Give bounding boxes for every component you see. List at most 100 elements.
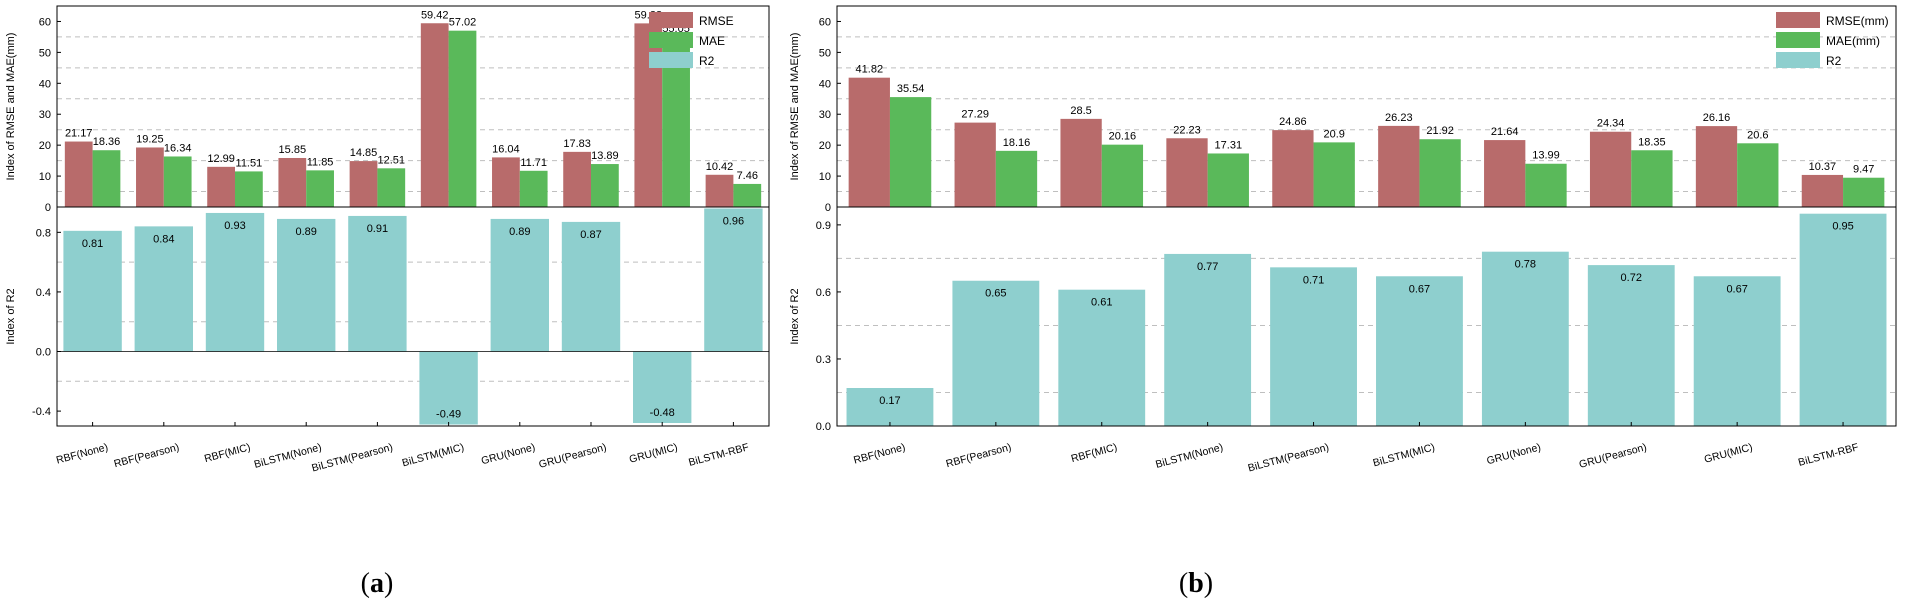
data-label: 10.42: [706, 161, 734, 173]
data-label: 0.72: [1621, 272, 1642, 284]
legend-swatch: [1776, 12, 1820, 28]
rmse-bar: [349, 161, 378, 207]
legend-label: RMSE: [699, 14, 734, 28]
mae-bar: [448, 30, 477, 207]
rmse-bar: [1166, 138, 1208, 207]
r2-bar: [1058, 289, 1146, 426]
y-tick-label: 0.3: [816, 354, 831, 366]
legend-swatch: [649, 32, 693, 48]
data-label: 0.89: [295, 226, 316, 238]
rmse-bar: [207, 166, 235, 207]
mae-bar: [235, 171, 263, 207]
data-label: 10.37: [1809, 161, 1837, 173]
category-label: BiLSTM-RBF: [687, 441, 750, 469]
rmse-bar: [705, 174, 734, 207]
legend-label: MAE(mm): [1826, 34, 1880, 48]
category-label: BiLSTM-RBF: [1797, 441, 1860, 469]
data-label: 20.6: [1747, 129, 1768, 141]
mae-bar: [519, 170, 548, 207]
data-label: 0.67: [1409, 283, 1430, 295]
data-label: 0.67: [1726, 283, 1747, 295]
data-label: 24.86: [1279, 116, 1307, 128]
panel-letter: b: [1188, 568, 1204, 599]
data-label: 0.95: [1832, 221, 1853, 233]
r2-bar: [952, 280, 1040, 426]
rmse-bar: [848, 77, 890, 208]
r2-bar: [633, 351, 692, 424]
data-label: 0.77: [1197, 261, 1218, 273]
mae-bar: [1843, 177, 1885, 207]
y-tick-label: 50: [819, 47, 831, 59]
data-label: 26.23: [1385, 112, 1413, 124]
y-axis-label: Index of RMSE and MAE(mm): [5, 33, 17, 181]
data-label: 13.89: [591, 150, 619, 162]
legend-label: RMSE(mm): [1826, 14, 1889, 28]
mae-bar: [591, 164, 619, 207]
category-label: GRU(MIC): [628, 441, 679, 465]
mae-bar: [1207, 153, 1249, 207]
y-axis-label: Index of R2: [789, 288, 801, 344]
data-label: 35.54: [897, 83, 925, 95]
y-tick-label: 0.6: [816, 287, 831, 299]
bottom-plot-frame: [56, 206, 770, 427]
data-label: 26.16: [1703, 112, 1731, 124]
r2-bar: [561, 221, 621, 352]
category-label: RBF(None): [55, 441, 109, 466]
category-label: RBF(MIC): [1070, 441, 1119, 465]
y-tick-label: 60: [819, 16, 831, 28]
r2-bar: [1270, 267, 1357, 426]
mae-bar: [1419, 139, 1461, 207]
rmse-bar: [1801, 174, 1844, 207]
y-tick-label: 0.0: [36, 347, 51, 359]
data-label: 20.9: [1323, 128, 1344, 140]
panel-letter: a: [370, 568, 384, 599]
data-label: 21.92: [1426, 125, 1454, 137]
data-label: 21.17: [65, 128, 93, 140]
data-label: 28.5: [1070, 105, 1091, 117]
data-label: 17.31: [1215, 139, 1243, 151]
data-label: 0.84: [153, 233, 174, 245]
y-tick-label: -0.4: [32, 406, 51, 418]
r2-bar: [846, 388, 934, 426]
r2-bar: [704, 208, 763, 352]
data-label: 11.85: [307, 156, 334, 168]
data-label: 20.16: [1109, 131, 1137, 143]
data-label: 0.81: [82, 238, 103, 250]
y-tick-label: 0.8: [36, 227, 51, 239]
mae-bar: [92, 150, 121, 207]
y-tick-label: 10: [39, 171, 51, 183]
data-label: 11.71: [520, 157, 547, 169]
rmse-bar: [563, 151, 591, 207]
category-label: BiLSTM(MIC): [401, 441, 466, 469]
data-label: -0.48: [650, 407, 675, 419]
category-label: BiLSTM(None): [1154, 441, 1224, 471]
rmse-bar: [954, 122, 996, 207]
panel-paren-close: ): [384, 568, 393, 599]
y-tick-label: 0.4: [36, 287, 51, 299]
rmse-bar: [1589, 131, 1632, 207]
mae-bar: [306, 170, 334, 207]
legend-label: R2: [699, 54, 715, 68]
legend-swatch: [1776, 32, 1820, 48]
data-label: 0.89: [509, 226, 530, 238]
data-label: 15.85: [279, 144, 307, 156]
y-axis-label: Index of RMSE and MAE(mm): [789, 33, 801, 181]
bottom-plot-frame: [836, 206, 1897, 427]
y-tick-label: 0.0: [816, 421, 831, 433]
rmse-bar: [1272, 130, 1314, 207]
data-label: 0.87: [580, 229, 601, 241]
r2-bar: [348, 215, 407, 352]
mae-bar: [995, 150, 1038, 207]
y-tick-label: 20: [39, 140, 51, 152]
y-tick-label: 30: [819, 109, 831, 121]
legend-label: R2: [1826, 54, 1842, 68]
y-tick-label: 40: [819, 78, 831, 90]
data-label: 0.91: [367, 223, 388, 235]
rmse-bar: [136, 147, 164, 207]
data-label: 11.51: [236, 157, 263, 169]
r2-bar: [490, 218, 549, 352]
mae-bar: [377, 168, 406, 207]
data-label: 59.42: [421, 9, 449, 21]
data-label: 9.47: [1853, 164, 1874, 176]
